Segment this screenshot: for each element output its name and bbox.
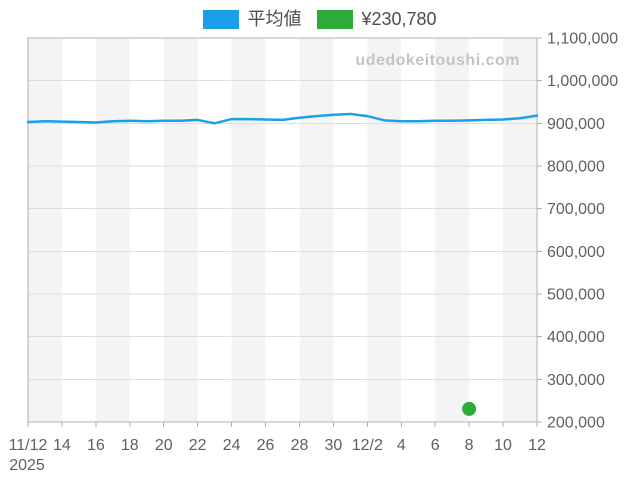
background-stripe: [367, 38, 402, 422]
x-axis-label: 11/12: [9, 437, 48, 454]
x-axis-label: 10: [494, 437, 512, 454]
y-axis-label: 500,000: [547, 287, 605, 304]
legend-average-swatch: [203, 9, 240, 29]
y-axis-label: 300,000: [547, 372, 605, 389]
x-axis-label: 16: [87, 437, 105, 454]
average-price-line: [26, 112, 539, 125]
price-point-marker: [462, 401, 477, 416]
y-axis-label: 1,100,000: [547, 31, 618, 48]
x-axis-label: 30: [325, 437, 343, 454]
x-axis-label: 28: [291, 437, 309, 454]
background-stripe: [163, 38, 198, 422]
y-axis-label: 600,000: [547, 244, 605, 261]
background-stripe: [299, 38, 334, 422]
x-axis-label: 6: [431, 437, 440, 454]
y-axis-label: 1,000,000: [547, 73, 618, 90]
x-axis-label: 26: [257, 437, 275, 454]
chart-legend: 平均値 ¥230,780: [0, 8, 640, 30]
legend-average-label: 平均値: [247, 8, 302, 29]
background-stripe: [503, 38, 537, 422]
x-axis-label: 12/2: [352, 437, 383, 454]
y-axis-label: 200,000: [547, 415, 605, 432]
legend-item-price-point: ¥230,780: [317, 8, 437, 29]
background-stripe: [95, 38, 130, 422]
x-axis-label: 18: [121, 437, 139, 454]
legend-price-point-swatch: [317, 9, 354, 29]
background-stripe: [231, 38, 266, 422]
background-stripe: [28, 38, 62, 422]
x-axis-label: 14: [53, 437, 71, 454]
x-axis-label: 4: [397, 437, 406, 454]
legend-item-average: 平均値: [203, 8, 302, 29]
x-axis-label: 20: [155, 437, 173, 454]
y-axis-label: 700,000: [547, 201, 605, 218]
legend-price-point-label: ¥230,780: [361, 8, 437, 29]
x-axis-label: 8: [465, 437, 474, 454]
background-stripe: [435, 38, 470, 422]
y-axis-label: 800,000: [547, 159, 605, 176]
x-axis-label: 12: [528, 437, 546, 454]
y-axis-label: 900,000: [547, 116, 605, 133]
x-axis-label: 22: [189, 437, 207, 454]
watermark-text: udedokeitoushi.com: [355, 52, 520, 69]
x-axis-label: 24: [223, 437, 241, 454]
x-axis-year-label: 2025: [9, 457, 45, 474]
y-axis-label: 400,000: [547, 329, 605, 346]
plot-border: [27, 37, 538, 423]
